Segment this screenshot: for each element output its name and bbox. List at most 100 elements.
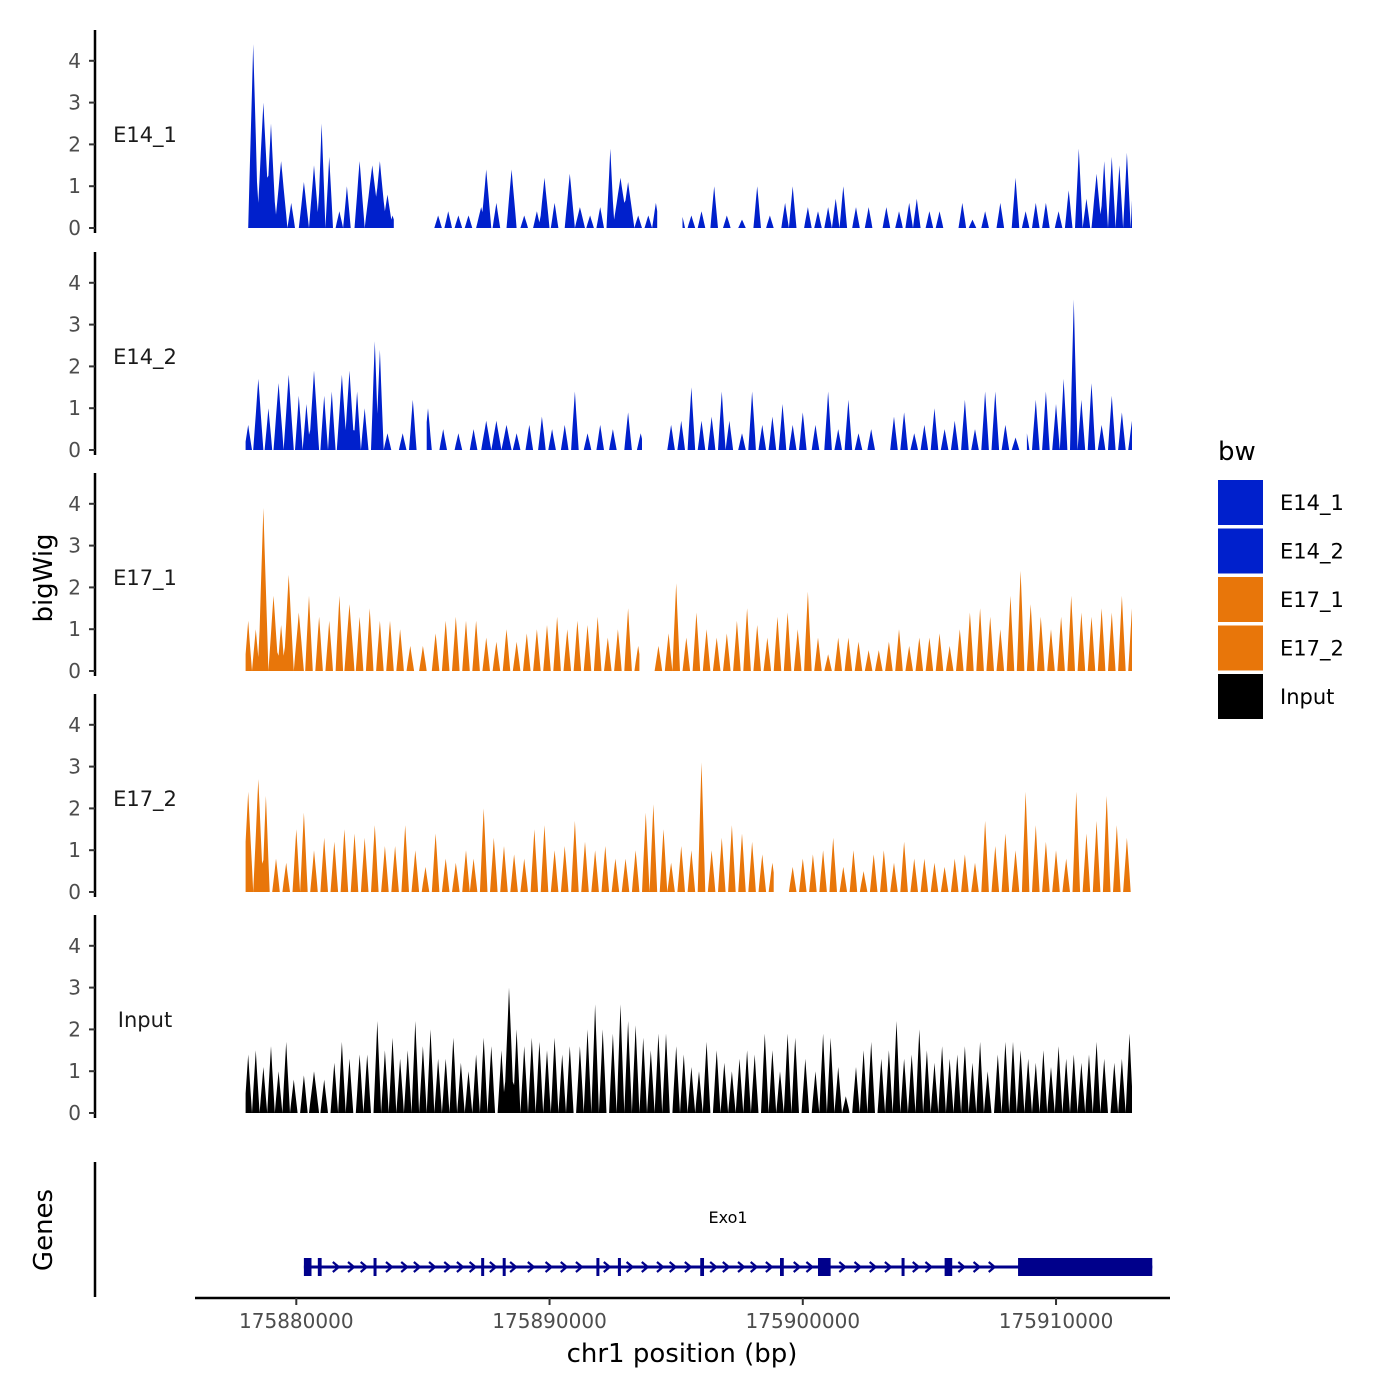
strand-arrow: [468, 1261, 478, 1273]
y-tick-label: 0: [68, 1101, 81, 1125]
exon: [303, 1258, 312, 1276]
track-Input: 0 1 2 3 4 Input: [68, 915, 1133, 1125]
exon: [502, 1258, 506, 1276]
strand-arrow: [575, 1261, 584, 1273]
track-E17_2: 0 1 2 3 4 E17_2: [68, 694, 1133, 904]
legend-swatch-E17_2: [1218, 625, 1263, 671]
strand-arrow: [972, 1261, 982, 1273]
y-tick-label: 2: [68, 1017, 81, 1041]
strand-arrow: [456, 1261, 465, 1273]
strand-arrow: [868, 1261, 878, 1273]
strand-arrow: [838, 1261, 848, 1273]
legend-label-Input: Input: [1280, 685, 1334, 709]
y-tick-label: 2: [68, 575, 81, 599]
strand-arrow: [625, 1261, 635, 1273]
signal-area-E17_2: [245, 762, 1133, 892]
strand-arrow: [924, 1261, 934, 1273]
legend-label-E14_1: E14_1: [1280, 491, 1344, 516]
strand-arrow: [385, 1261, 394, 1273]
y-tick-label: 0: [68, 659, 81, 683]
legend-label-E17_1: E17_1: [1280, 588, 1344, 613]
y-tick-label: 4: [68, 713, 81, 737]
exon: [617, 1258, 621, 1276]
y-tick-label: 3: [68, 313, 81, 337]
legend-swatch-E17_1: [1218, 577, 1263, 622]
y-tick-label: 0: [68, 880, 81, 904]
track-label: E14_1: [113, 123, 177, 148]
y-tick-label: 3: [68, 534, 81, 558]
signal-area-Input: [245, 987, 1133, 1113]
strand-arrow: [805, 1261, 815, 1273]
strand-arrow: [359, 1261, 369, 1273]
y-axis-title: bigWig: [29, 533, 59, 622]
exon: [481, 1258, 485, 1276]
x-tick-label: 175890000: [492, 1309, 607, 1333]
track-label: E14_2: [113, 345, 177, 370]
exon: [700, 1258, 705, 1276]
x-axis-title: chr1 position (bp): [567, 1339, 798, 1369]
strand-arrow: [400, 1261, 409, 1273]
legend-label-E14_2: E14_2: [1280, 540, 1344, 565]
strand-arrow: [656, 1261, 665, 1273]
y-tick-label: 2: [68, 796, 81, 820]
y-tick-label: 3: [68, 976, 81, 1000]
legend-swatch-Input: [1218, 674, 1263, 719]
exon: [780, 1258, 784, 1276]
exon: [944, 1258, 953, 1276]
y-tick-label: 4: [68, 492, 81, 516]
x-tick-label: 175910000: [999, 1309, 1114, 1333]
y-tick-label: 4: [68, 934, 81, 958]
strand-arrow: [603, 1261, 612, 1273]
y-tick-label: 4: [68, 271, 81, 295]
exon: [317, 1258, 322, 1276]
strand-arrow: [527, 1261, 536, 1273]
legend-title: bw: [1218, 437, 1256, 467]
gene-track-title: Genes: [29, 1189, 59, 1271]
legend-swatch-E14_2: [1218, 528, 1263, 574]
signal-area-E14_2: [245, 299, 1133, 450]
y-tick-label: 1: [68, 617, 81, 641]
strand-arrow: [709, 1261, 718, 1273]
exon: [1018, 1258, 1153, 1276]
strand-arrow: [332, 1261, 341, 1273]
strand-arrow: [428, 1261, 437, 1273]
strand-arrow: [684, 1261, 693, 1273]
strand-arrow: [988, 1261, 997, 1273]
x-tick-label: 175900000: [746, 1309, 861, 1333]
x-axis: 175880000 175890000 175900000 175910000: [195, 1296, 1170, 1333]
signal-tracks: 0 1 2 3 4 E14_1 0 1 2 3 4 E14_2 0 1 2 3 4 E17_1 0 1 2 3 4 E17_2…: [68, 30, 1133, 1125]
strand-arrow: [737, 1261, 746, 1273]
strand-arrow: [443, 1261, 452, 1273]
strand-arrow: [641, 1261, 650, 1273]
strand-arrow: [884, 1261, 893, 1273]
y-tick-label: 3: [68, 755, 81, 779]
strand-arrow: [544, 1261, 554, 1273]
y-tick-label: 2: [68, 132, 81, 156]
track-E14_1: 0 1 2 3 4 E14_1: [68, 30, 1133, 240]
track-label: E17_2: [113, 787, 177, 812]
strand-arrow: [668, 1261, 678, 1273]
strand-arrow: [793, 1261, 802, 1273]
gene-name-label: Exo1: [709, 1208, 748, 1227]
strand-arrow: [347, 1261, 356, 1273]
strand-arrow: [749, 1261, 759, 1273]
y-tick-label: 4: [68, 49, 81, 73]
exon: [373, 1258, 377, 1276]
legend-label-E17_2: E17_2: [1280, 637, 1344, 662]
signal-area-E17_1: [245, 508, 1133, 671]
y-tick-label: 1: [68, 396, 81, 420]
strand-arrow: [765, 1261, 774, 1273]
y-tick-label: 3: [68, 91, 81, 115]
y-tick-label: 2: [68, 354, 81, 378]
legend: bw E14_1 E14_2 E17_1 E17_2 Input: [1218, 437, 1344, 719]
gene-track: Exo1: [93, 1162, 1153, 1297]
y-tick-label: 1: [68, 1059, 81, 1083]
track-E14_2: 0 1 2 3 4 E14_2: [68, 252, 1133, 462]
x-tick-label: 175880000: [239, 1309, 354, 1333]
strand-arrow: [957, 1261, 967, 1273]
y-tick-label: 1: [68, 174, 81, 198]
strand-arrow: [912, 1261, 921, 1273]
strand-arrow: [489, 1261, 498, 1273]
exon: [596, 1258, 600, 1276]
